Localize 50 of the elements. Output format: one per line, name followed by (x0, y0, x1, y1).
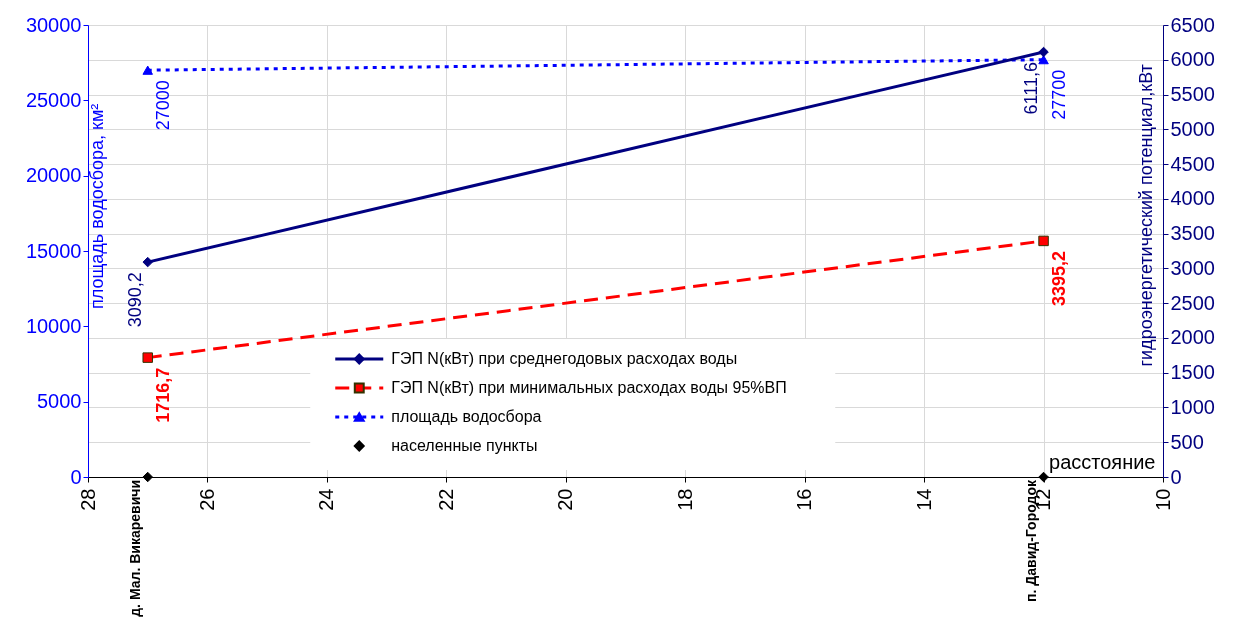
y2-tick-label: 1000 (1170, 395, 1215, 418)
x-tick-label: 18 (673, 488, 696, 511)
legend-label: площадь водосбора (391, 408, 542, 425)
data-label: 3395,2 (1048, 250, 1069, 306)
y2-tick-label: 5500 (1170, 83, 1215, 106)
legend-label: ГЭП N(кВт) при среднегодовых расходах воды (391, 350, 738, 367)
point (142, 256, 153, 268)
point (142, 352, 153, 363)
y-tick-label: 15000 (25, 239, 82, 262)
y-tick-label: 0 (70, 465, 82, 488)
y2-tick-label: 4000 (1170, 187, 1215, 210)
y-axis-title: площадь водосбора, км² (86, 103, 107, 309)
x-tick-label: 10 (1151, 488, 1174, 511)
x-tick-label: 14 (912, 488, 935, 511)
y2-tick-label: 1500 (1170, 361, 1215, 384)
data-label: 27000 (152, 80, 173, 131)
data-label: 6111,6 (1020, 62, 1041, 115)
y2-tick-label: 5000 (1170, 117, 1215, 140)
data-label: 27700 (1048, 69, 1069, 120)
y2-tick-label: 6500 (1170, 13, 1215, 36)
point (1038, 235, 1049, 247)
y2-tick-label: 3500 (1170, 222, 1215, 245)
x-tick-label: 24 (315, 488, 338, 511)
y2-tick-label: 2500 (1170, 291, 1215, 314)
y2-tick-label: 6000 (1170, 48, 1215, 71)
legend-label: ГЭП N(кВт) при минимальных расходах воды 95%ВП (391, 379, 787, 396)
y-tick-label: 30000 (25, 13, 82, 36)
x-axis-title: расстояние (1049, 450, 1156, 473)
y2-tick-label: 2000 (1170, 326, 1215, 349)
data-label: 3090,2 (124, 272, 145, 328)
y2-tick-label: 500 (1170, 430, 1204, 453)
data-label: 1716,7 (152, 367, 173, 423)
y2-tick-label: 0 (1170, 465, 1182, 488)
y-tick-label: 10000 (25, 314, 82, 337)
y-tick-label: 20000 (25, 164, 82, 187)
y-tick-label: 25000 (25, 88, 82, 111)
y2-tick-label: 4500 (1170, 152, 1215, 175)
x-tick-label: 22 (434, 488, 457, 511)
x-tick-label: 20 (554, 488, 577, 511)
legend-label: населенные пункты (391, 437, 538, 454)
point (142, 471, 153, 483)
x-tick-label: 16 (793, 488, 816, 511)
data-label: д. Мал. Викаревичи (126, 480, 143, 617)
y-tick-label: 5000 (37, 390, 82, 413)
point (1038, 471, 1049, 483)
y2-tick-label: 3000 (1170, 256, 1215, 279)
point (1038, 46, 1049, 58)
y2-axis-title: гидроэнергетический потенциал,кВт (1135, 64, 1156, 367)
x-tick-label: 26 (195, 488, 218, 511)
x-tick-label: 28 (76, 488, 99, 511)
